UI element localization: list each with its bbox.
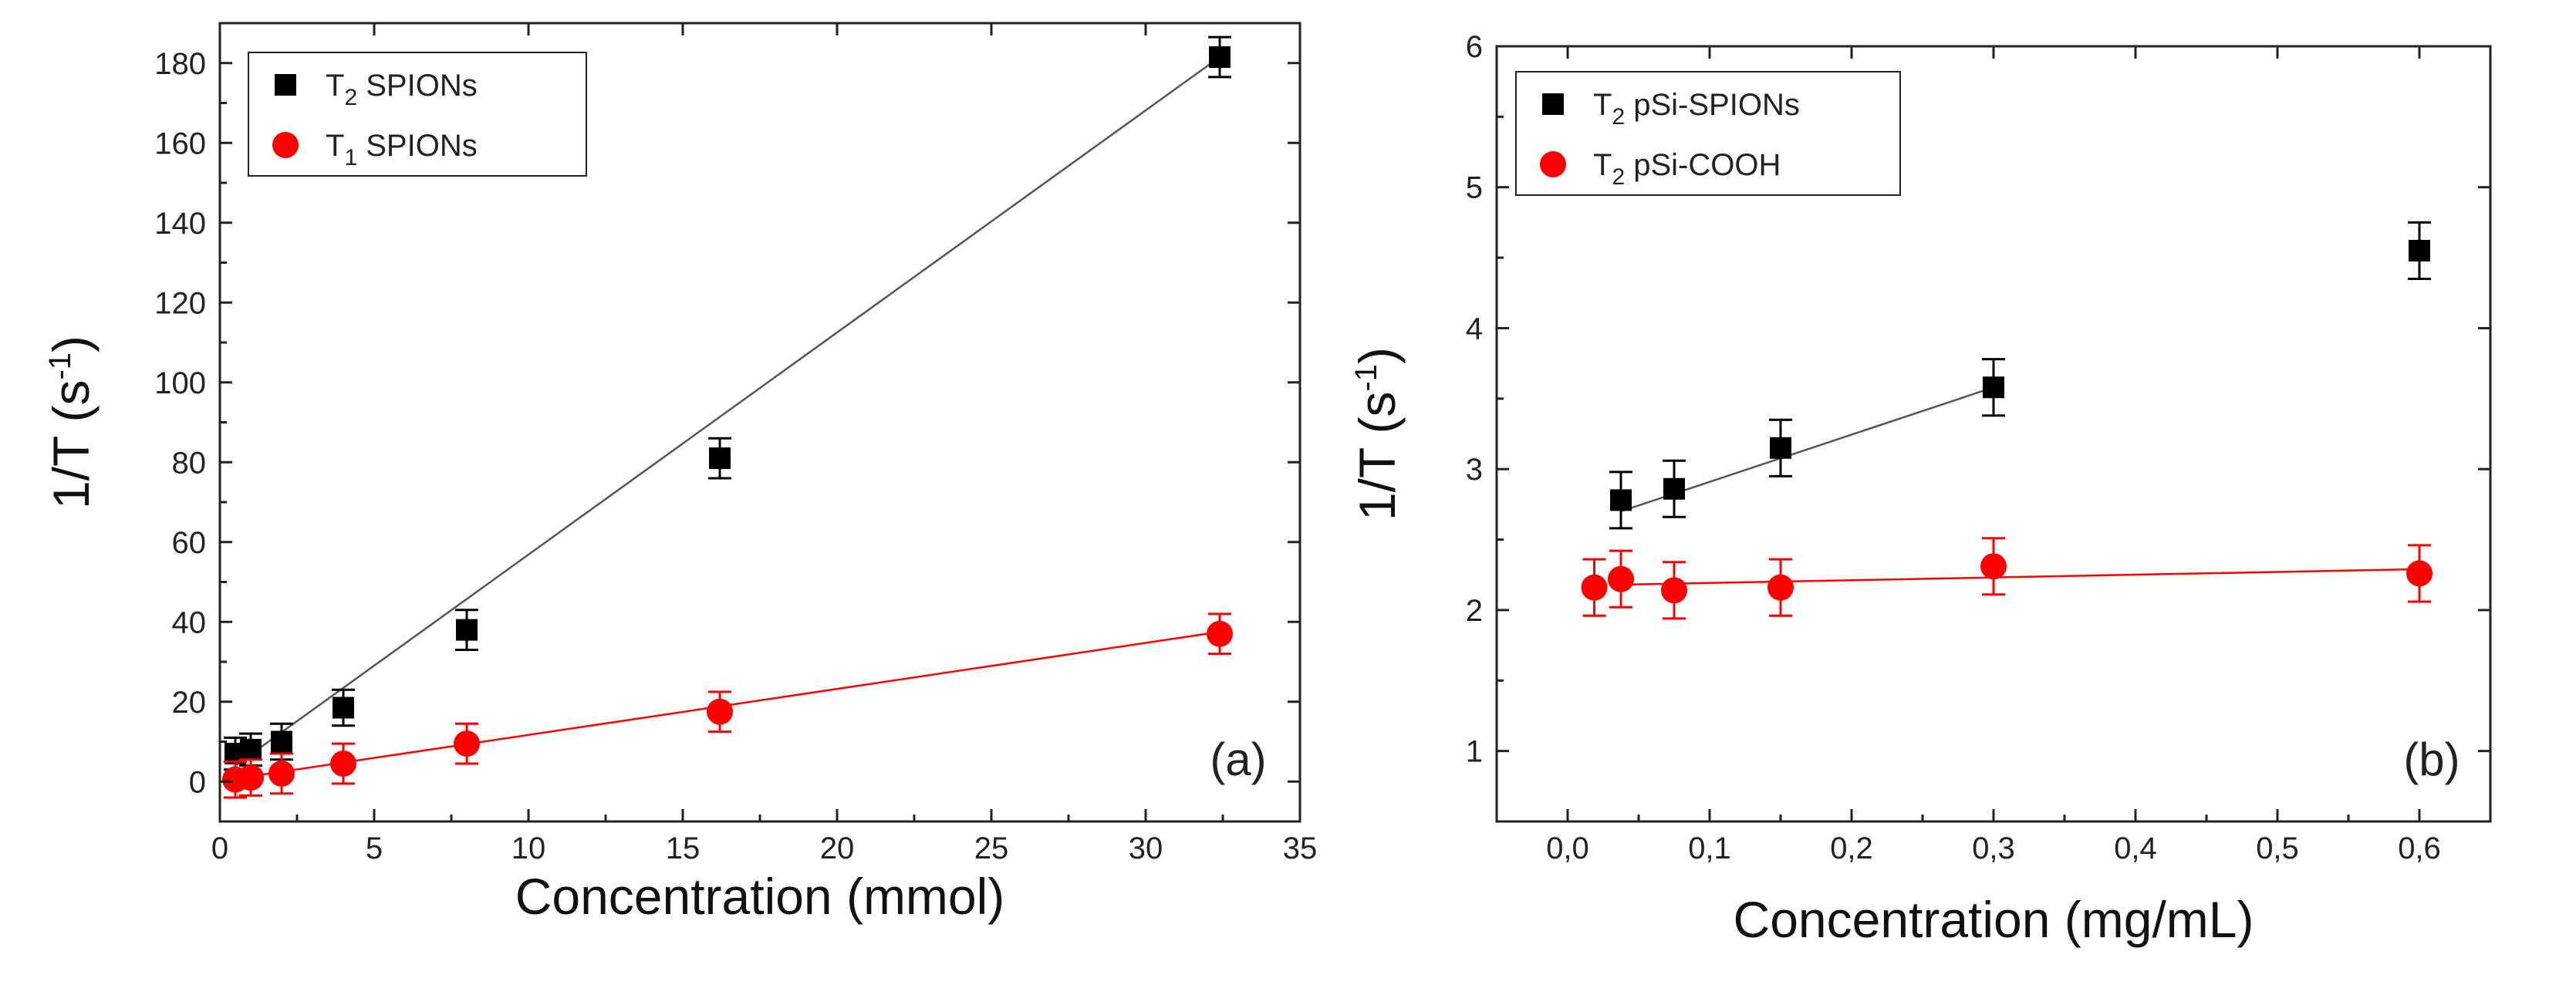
x-tick-label: 5 [366, 832, 383, 865]
data-point-square [709, 447, 731, 470]
legend-box [1515, 71, 1901, 196]
data-point-circle [268, 760, 295, 787]
legend-marker-circle [272, 132, 299, 158]
data-point-circle [330, 750, 356, 777]
y-axis-title: 1/T (s-1) [42, 336, 100, 509]
y-axis-title: 1/T (s-1) [1349, 347, 1406, 521]
x-tick-label: 0,5 [2256, 832, 2299, 865]
y-tick-label: 80 [172, 446, 207, 480]
legend-label: T2 pSi-SPIONs [1593, 88, 1800, 130]
panel-b: 0,0 0,1 0,2 0,3 0,4 0,5 0,6 1 2 3 4 5 6 Concentration… [1349, 30, 2492, 948]
fit-line-0 [235, 56, 1220, 767]
x-tick-label: 35 [1283, 832, 1318, 865]
x-tick-label: 0,0 [1546, 832, 1589, 865]
data-point-circle [1980, 553, 2007, 580]
y-tick-label: 180 [154, 47, 206, 81]
x-tick-label: 0,2 [1830, 832, 1873, 865]
data-point-circle [1767, 574, 1794, 601]
y-tick-label: 5 [1466, 171, 1483, 205]
legend-marker-square [275, 74, 296, 96]
data-point-circle [707, 698, 733, 725]
x-axis-title: Concentration (mmol) [515, 868, 1005, 925]
data-point-square [2409, 239, 2430, 261]
legend-label: T2 SPIONs [326, 69, 478, 110]
panel-label: (a) [1210, 734, 1266, 785]
legend-marker-circle [1540, 151, 1566, 177]
legend-box [248, 52, 587, 177]
data-point-square [1770, 437, 1791, 459]
x-axis-title: Concentration (mg/mL) [1734, 891, 2254, 948]
data-point-circle [1581, 574, 1608, 601]
data-point-circle [454, 730, 480, 757]
y-tick-label: 120 [154, 286, 206, 320]
legend-label: T1 SPIONs [326, 129, 478, 170]
y-tick-label: 140 [154, 207, 206, 241]
data-point-circle [1608, 565, 1634, 592]
data-point-square [456, 619, 478, 641]
y-tick-label: 0 [189, 765, 206, 799]
y-tick-label: 40 [172, 606, 207, 639]
x-tick-label: 0,4 [2114, 832, 2157, 865]
data-point-circle [1207, 620, 1233, 647]
data-point-circle [238, 764, 264, 791]
legend: T2 pSi-SPIONs T2 pSi-COOH [1515, 71, 1901, 196]
panel-a: 0 5 10 15 20 25 30 35 0 20 40 60 80 100 120 140 160 180 Co… [42, 22, 1318, 925]
panel-label: (b) [2403, 734, 2460, 785]
y-tick-label: 4 [1466, 312, 1483, 346]
x-tick-label: 0,1 [1688, 832, 1731, 865]
legend: T2 SPIONs T1 SPIONs [248, 52, 587, 177]
legend-label: T2 pSi-COOH [1593, 148, 1781, 190]
data-point-square [1983, 376, 2004, 399]
data-point-circle [2406, 560, 2433, 587]
data-point-circle [1661, 577, 1687, 604]
y-tick-label: 100 [154, 366, 206, 400]
data-point-square [1610, 489, 1632, 511]
y-tick-label: 6 [1466, 30, 1483, 64]
x-tick-label: 10 [511, 832, 546, 865]
data-point-square [271, 730, 292, 753]
x-tick-label: 0,6 [2398, 832, 2441, 865]
x-tick-label: 30 [1129, 832, 1163, 865]
x-tick-label: 0 [211, 832, 228, 865]
y-tick-label: 2 [1466, 594, 1483, 628]
y-tick-label: 20 [172, 686, 207, 720]
data-point-square [1209, 46, 1231, 68]
x-tick-label: 25 [974, 832, 1009, 865]
data-point-square [1663, 477, 1685, 500]
y-tick-label: 3 [1466, 453, 1483, 487]
legend-marker-square [1542, 93, 1564, 115]
x-tick-label: 15 [666, 832, 701, 865]
y-tick-label: 160 [154, 126, 206, 160]
data-point-square [333, 697, 354, 719]
y-tick-label: 60 [172, 526, 207, 560]
y-tick-label: 1 [1466, 735, 1483, 769]
x-tick-label: 0,3 [1972, 832, 2015, 865]
fit-line-1 [1620, 568, 2420, 586]
x-tick-label: 20 [820, 832, 855, 865]
data-point-square [240, 738, 262, 761]
